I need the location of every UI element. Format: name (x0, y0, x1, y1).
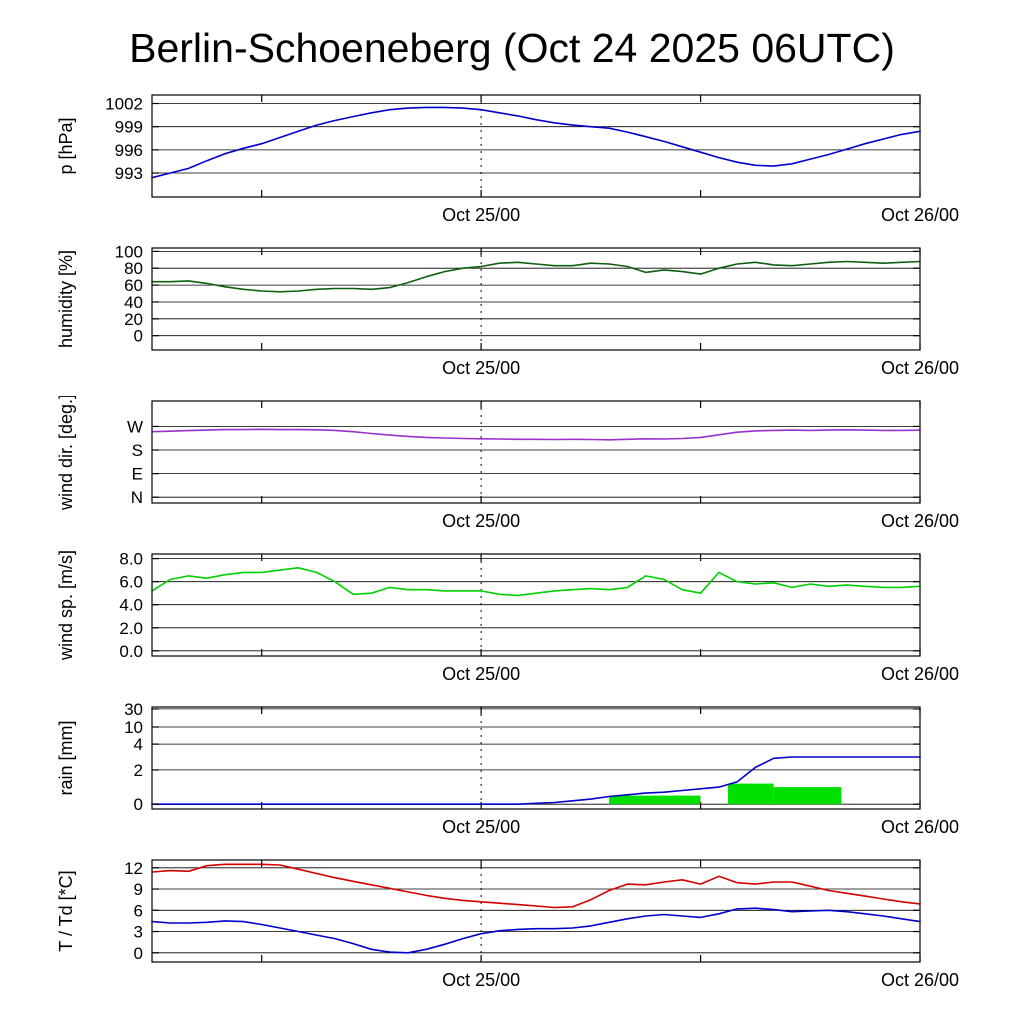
x-tick-label: Oct 26/00 (881, 511, 959, 531)
y-tick-label: 20 (124, 310, 143, 329)
y-tick-label: 996 (115, 141, 143, 160)
series-pressure (151, 106, 921, 179)
rain-bar (773, 787, 842, 805)
y-tick-label: 993 (115, 164, 143, 183)
rain-bar (728, 783, 774, 805)
y-tick-label: 3 (134, 923, 143, 942)
series-wind-speed (151, 566, 921, 597)
y-tick-label: 0 (134, 795, 143, 814)
plot-border (151, 94, 921, 198)
x-tick-label: Oct 26/00 (881, 817, 959, 837)
y-tick-label: 12 (124, 859, 143, 878)
y-tick-label: 10 (124, 718, 143, 737)
y-axis-title: p [hPa] (56, 117, 76, 174)
y-tick-label: S (132, 441, 143, 460)
series-dew-point (151, 907, 921, 954)
y-tick-label: E (132, 465, 143, 484)
y-tick-label: 4.0 (119, 596, 143, 615)
y-axis-title: rain [mm] (56, 720, 76, 795)
series-wind-direction (151, 428, 921, 441)
series-accumulated-rain (151, 756, 921, 805)
y-tick-label: 100 (115, 243, 143, 261)
x-tick-label: Oct 26/00 (881, 970, 959, 990)
y-tick-label: 40 (124, 293, 143, 312)
plot-border (151, 859, 921, 963)
x-tick-label: Oct 25/00 (442, 817, 520, 837)
y-axis-title: wind dir. [deg.] (56, 396, 76, 511)
x-tick-label: Oct 26/00 (881, 358, 959, 378)
y-axis-title: wind sp. [m/s] (56, 550, 76, 661)
x-tick-label: Oct 25/00 (442, 970, 520, 990)
x-tick-label: Oct 25/00 (442, 358, 520, 378)
y-tick-label: 6.0 (119, 573, 143, 592)
y-tick-label: 8.0 (119, 550, 143, 569)
plot-border (151, 247, 921, 351)
y-tick-label: 80 (124, 259, 143, 278)
series-humidity (151, 260, 921, 293)
y-tick-label: 9 (134, 880, 143, 899)
plot-border (151, 400, 921, 504)
x-tick-label: Oct 25/00 (442, 664, 520, 684)
rain-bar (609, 795, 701, 805)
y-tick-label: 60 (124, 276, 143, 295)
y-axis-title: T / Td [*C] (56, 870, 76, 951)
y-tick-label: 6 (134, 901, 143, 920)
x-tick-label: Oct 26/00 (881, 205, 959, 225)
y-tick-label: W (127, 417, 143, 436)
y-tick-label: 30 (124, 702, 143, 719)
chart-title: Berlin-Schoeneberg (Oct 24 2025 06UTC) (129, 25, 895, 71)
series-temperature (151, 863, 921, 909)
y-tick-label: 2.0 (119, 619, 143, 638)
y-tick-label: 0 (134, 327, 143, 346)
y-tick-label: 1002 (105, 95, 143, 114)
x-tick-label: Oct 25/00 (442, 205, 520, 225)
y-tick-label: 2 (134, 761, 143, 780)
x-tick-label: Oct 26/00 (881, 664, 959, 684)
y-axis-title: humidity [%] (56, 250, 76, 348)
y-tick-label: 0.0 (119, 642, 143, 661)
panel-pressure: 993 996 999 1002 Oct 25/00 Oct 26/00 p [hPa] (56, 94, 959, 225)
plot-border (151, 706, 921, 810)
x-tick-label: Oct 25/00 (442, 511, 520, 531)
y-tick-label: 4 (134, 735, 143, 754)
y-tick-label: 999 (115, 118, 143, 137)
panel-wind-speed: 0.0 2.0 4.0 6.0 8.0 Oct 25/00 Oct 26/00 wind sp… (56, 550, 959, 684)
y-tick-label: N (131, 488, 143, 507)
y-tick-label: 0 (134, 944, 143, 963)
panel-temperature: 0 3 6 9 12 Oct 25/00 Oct 26/00 T / Td [*C] (56, 859, 959, 990)
